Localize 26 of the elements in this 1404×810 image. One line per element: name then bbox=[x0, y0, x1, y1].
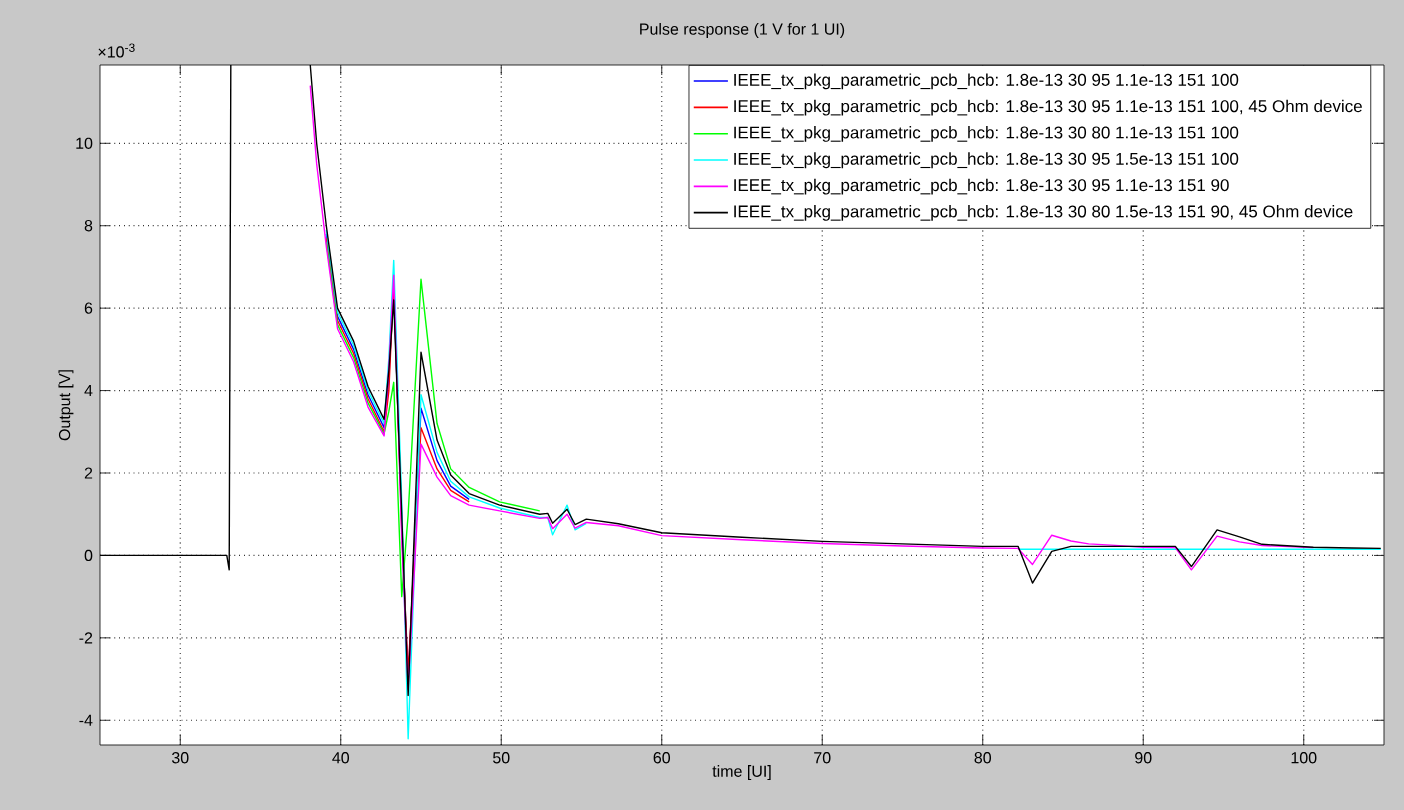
y-tick-label: 6 bbox=[84, 302, 93, 314]
y-tick-label: 4 bbox=[84, 385, 93, 397]
chart-title: Pulse response (1 V for 1 UI) bbox=[640, 23, 845, 38]
legend-label: IEEE_tx_pkg_parametric_pcb_hcb: 1.8e-13 30 95 1.1e-13 151 100, 45 Ohm device bbox=[734, 99, 1362, 116]
y-tick-label: 8 bbox=[84, 220, 93, 232]
text: ×10$^{-3}$ bbox=[98, 43, 135, 58]
legend-label: IEEE_tx_pkg_parametric_pcb_hcb: 1.8e-13 30 80 1.1e-13 151 100 bbox=[734, 126, 1239, 142]
legend-label: IEEE_tx_pkg_parametric_pcb_hcb: 1.8e-13 30 95 1.5e-13 151 100 bbox=[734, 152, 1239, 169]
x-tick-label: 30 bbox=[171, 752, 189, 764]
x-tick-label: 100 bbox=[1291, 752, 1317, 764]
y-tick-label: -4 bbox=[79, 714, 93, 726]
x-tick-label: 70 bbox=[814, 752, 831, 764]
x-tick-label: 80 bbox=[974, 752, 992, 764]
y-axis-title: Output [V] bbox=[58, 370, 74, 441]
y-tick-label: -2 bbox=[79, 632, 93, 644]
y-tick-label: 10 bbox=[76, 137, 93, 149]
y-tick-label: 2 bbox=[84, 467, 93, 479]
legend-label: IEEE_tx_pkg_parametric_pcb_hcb: 1.8e-13 30 80 1.5e-13 151 90, 45 Ohm device bbox=[734, 204, 1353, 221]
x-tick-label: 40 bbox=[332, 752, 350, 764]
y-tick-label: 0 bbox=[84, 549, 93, 562]
x-tick-label: 60 bbox=[653, 752, 671, 764]
x-tick-label: 90 bbox=[1135, 752, 1152, 764]
x-tick-label: 50 bbox=[492, 752, 510, 764]
legend-label: IEEE_tx_pkg_parametric_pcb_hcb: 1.8e-13 30 95 1.1e-13 151 90 bbox=[734, 178, 1229, 195]
legend-label: IEEE_tx_pkg_parametric_pcb_hcb: 1.8e-13 30 95 1.1e-13 151 100 bbox=[734, 73, 1239, 90]
x-axis-title: time [UI] bbox=[712, 765, 771, 781]
